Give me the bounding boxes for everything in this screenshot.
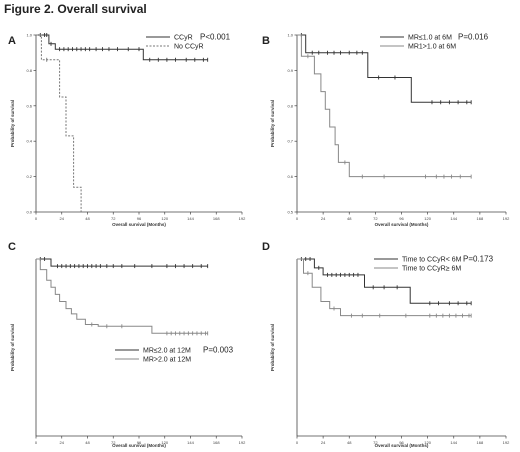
- panel-a-x-tick-label: 120: [161, 216, 168, 221]
- panel-b-x-tick-label: 168: [477, 216, 484, 221]
- panel-a-x-tick-label: 144: [187, 216, 194, 221]
- panel-d-series-2-curve: [297, 258, 472, 317]
- panel-d-x-tick-label: 168: [477, 440, 484, 445]
- panel-c-x-tick-label: 24: [60, 440, 65, 445]
- panel-d-x-tick-label: 48: [347, 440, 352, 445]
- panel-b-label: B: [262, 35, 270, 47]
- panel-a-y-tick-label: 0.2: [26, 174, 32, 179]
- panel-a-series-2-curve: [36, 34, 82, 212]
- panel-d-x-tick-label: 120: [424, 440, 431, 445]
- panel-b-x-tick-label: 0: [296, 216, 299, 221]
- panel-a-legend-label-2: No CCyR: [174, 44, 204, 51]
- panel-b-y-axis-title: Probability of survival: [270, 100, 275, 147]
- panel-a-x-tick-label: 96: [137, 216, 142, 221]
- panel-a-x-tick-label: 72: [111, 216, 116, 221]
- panel-d-legend-label-1: Time to CCyR< 6M: [402, 257, 462, 264]
- figure-title: Figure 2. Overall survival: [4, 2, 147, 16]
- panel-a-y-tick-label: 0.8: [26, 68, 32, 73]
- panel-d-x-tick-label: 24: [321, 440, 326, 445]
- panel-c-series-1-curve: [36, 258, 208, 267]
- panel-b-series-2-curve: [297, 34, 472, 178]
- panel-b-series-1-curve: [297, 34, 472, 103]
- panel-b-y-tick-label: 0.9: [287, 68, 293, 73]
- panel-c-series-2-curve: [36, 258, 208, 334]
- panel-d-p-value: P=0.173: [463, 255, 494, 264]
- panel-a-x-tick-label: 24: [60, 216, 65, 221]
- panel-b-p-value: P=0.016: [458, 33, 489, 42]
- panel-d-y-axis-title: Probability of survival: [270, 324, 275, 371]
- panel-b-x-tick-label: 192: [503, 216, 510, 221]
- panel-c-x-tick-label: 96: [137, 440, 142, 445]
- panel-b-x-tick-label: 120: [424, 216, 431, 221]
- panel-a-legend-label-1: CCyR: [174, 35, 193, 42]
- panel-c-legend-label-2: MR>2.0 at 12M: [143, 357, 191, 364]
- panel-c-x-tick-label: 144: [187, 440, 194, 445]
- panel-a-y-axis-title: Probability of survival: [10, 100, 15, 147]
- panel-b-x-axis-title: Overall survival (Months): [375, 222, 429, 227]
- panel-b-y-tick-label: 1.0: [287, 33, 293, 38]
- panel-d-series-1-curve: [297, 258, 472, 304]
- panel-b-y-tick-label: 0.5: [287, 210, 293, 215]
- panel-c-y-axis-title: Probability of survival: [10, 324, 15, 371]
- panel-c-x-axis-title: Overall survival (Months): [112, 443, 166, 448]
- panel-c-label: C: [8, 241, 16, 253]
- panel-c-x-tick-label: 168: [213, 440, 220, 445]
- panel-a-y-tick-label: 0.6: [26, 103, 32, 108]
- panel-b-x-tick-label: 72: [373, 216, 378, 221]
- panel-b-y-tick-label: 0.6: [287, 174, 293, 179]
- panel-b-x-tick-label: 96: [399, 216, 404, 221]
- panel-b-x-tick-label: 48: [347, 216, 352, 221]
- panel-c-x-tick-label: 72: [111, 440, 116, 445]
- panel-a-y-tick-label: 1.0: [26, 33, 32, 38]
- panel-b-x-tick-label: 24: [321, 216, 326, 221]
- panel-a-x-tick-label: 192: [239, 216, 246, 221]
- panel-b-x-tick-label: 144: [450, 216, 457, 221]
- panel-d-x-tick-label: 96: [399, 440, 404, 445]
- panel-a-y-tick-label: 0.4: [26, 139, 32, 144]
- panel-d-label: D: [262, 241, 270, 253]
- panel-c-x-tick-label: 0: [35, 440, 38, 445]
- panel-a-y-tick-label: 0.0: [26, 210, 32, 215]
- panel-b-legend-label-1: MR≤1.0 at 6M: [408, 35, 452, 42]
- panel-a-x-tick-label: 48: [85, 216, 90, 221]
- panel-a-x-axis-title: Overall survival (Months): [112, 222, 166, 227]
- panel-d-x-axis-title: Overall survival (Months): [375, 443, 429, 448]
- panel-a-p-value: P<0.001: [200, 33, 231, 42]
- panel-c-legend-label-1: MR≤2.0 at 12M: [143, 348, 191, 355]
- panel-b-y-tick-label: 0.8: [287, 103, 293, 108]
- panel-a-series-1-curve: [36, 34, 208, 61]
- panel-c-x-tick-label: 48: [85, 440, 90, 445]
- panel-d-x-tick-label: 144: [450, 440, 457, 445]
- panel-d-x-tick-label: 72: [373, 440, 378, 445]
- panel-c-p-value: P=0.003: [203, 346, 234, 355]
- panel-c-x-tick-label: 120: [161, 440, 168, 445]
- panel-c-x-tick-label: 192: [239, 440, 246, 445]
- panel-d-x-tick-label: 0: [296, 440, 299, 445]
- panel-a-x-tick-label: 0: [35, 216, 38, 221]
- panel-d-x-tick-label: 192: [503, 440, 510, 445]
- panel-a-x-tick-label: 168: [213, 216, 220, 221]
- panel-a-label: A: [8, 35, 16, 47]
- panel-b-y-tick-label: 0.7: [287, 139, 293, 144]
- panel-b-legend-label-2: MR1>1.0 at 6M: [408, 44, 456, 51]
- panel-d-legend-label-2: Time to CCyR≥ 6M: [402, 266, 461, 273]
